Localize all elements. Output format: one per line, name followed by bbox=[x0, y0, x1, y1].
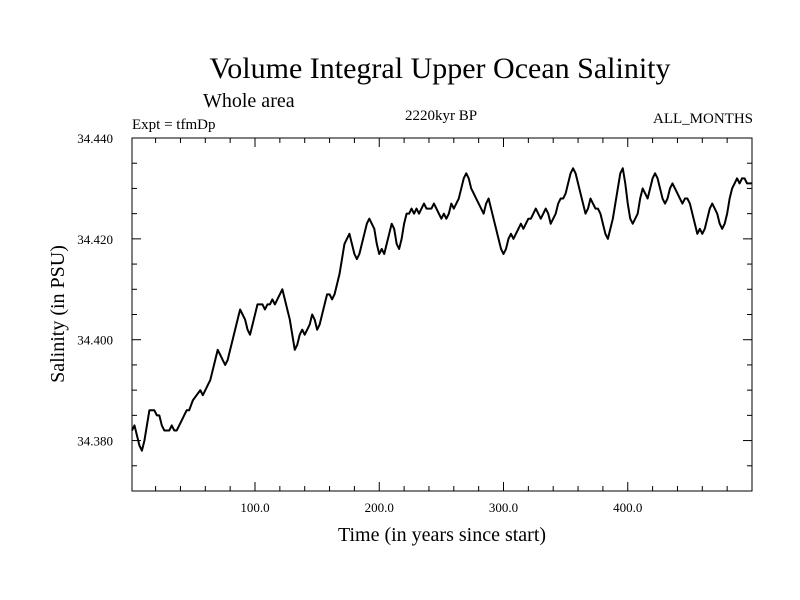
x-axis-ticks bbox=[155, 138, 753, 491]
y-tick-label: 34.400 bbox=[77, 333, 113, 348]
y-axis-ticks bbox=[132, 137, 752, 492]
x-axis-label: Time (in years since start) bbox=[338, 524, 546, 546]
y-axis-label: Salinity (in PSU) bbox=[47, 245, 69, 383]
y-tick-label: 34.380 bbox=[77, 434, 113, 449]
x-tick-label: 200.0 bbox=[365, 500, 394, 515]
expt-label: Expt = tfmDp bbox=[132, 117, 215, 133]
x-tick-label: 400.0 bbox=[613, 500, 642, 515]
period-label: 2220kyr BP bbox=[405, 108, 477, 124]
x-tick-label: 300.0 bbox=[489, 500, 518, 515]
chart-title: Volume Integral Upper Ocean Salinity bbox=[210, 52, 671, 85]
plot-frame bbox=[131, 137, 753, 492]
salinity-line bbox=[131, 167, 752, 452]
x-tick-label: 100.0 bbox=[240, 500, 269, 515]
y-tick-label: 34.440 bbox=[77, 131, 113, 146]
chart-subtitle: Whole area bbox=[203, 90, 295, 112]
x-axis-tick-labels: 100.0 200.0 300.0 400.0 bbox=[240, 500, 642, 515]
y-axis-tick-labels: 34.380 34.400 34.420 34.440 bbox=[77, 131, 113, 449]
months-label: ALL_MONTHS bbox=[653, 111, 753, 127]
y-tick-label: 34.420 bbox=[77, 232, 113, 247]
